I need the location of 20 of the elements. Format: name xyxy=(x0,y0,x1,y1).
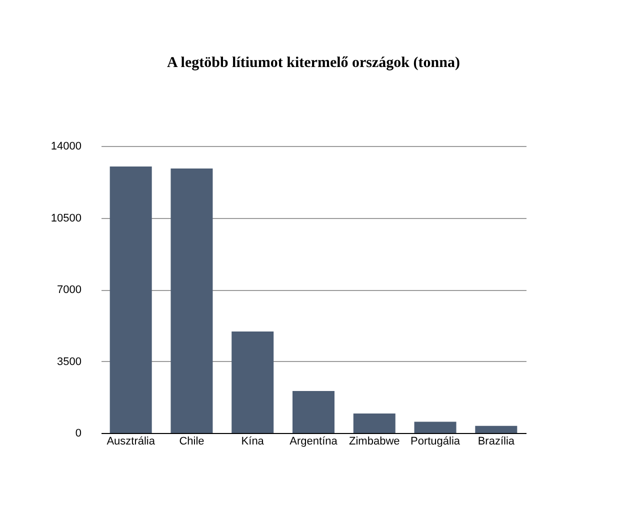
bar xyxy=(232,332,274,433)
x-tick-label: Zimbabwe xyxy=(349,436,400,448)
bar xyxy=(292,390,334,433)
y-tick-label: 7000 xyxy=(57,284,82,296)
bar xyxy=(475,426,518,433)
x-tick-label: Brazília xyxy=(478,436,516,448)
y-tick-label: 10500 xyxy=(50,212,82,224)
bar xyxy=(110,166,152,433)
bar xyxy=(170,168,213,433)
x-tick-label: Kína xyxy=(241,436,265,448)
y-tick-label: 0 xyxy=(75,428,82,440)
x-tick-label: Ausztrália xyxy=(106,436,156,448)
chart-title: A legtöbb lítiumot kitermelő országok (tonna) xyxy=(167,55,460,71)
bar xyxy=(414,422,456,433)
x-tick-label: Chile xyxy=(179,436,204,448)
x-tick-label: Argentína xyxy=(290,436,338,448)
bar xyxy=(353,414,396,433)
x-tick-label: Portugália xyxy=(410,436,461,448)
y-tick-label: 3500 xyxy=(57,356,82,368)
y-tick-label: 14000 xyxy=(50,140,82,152)
